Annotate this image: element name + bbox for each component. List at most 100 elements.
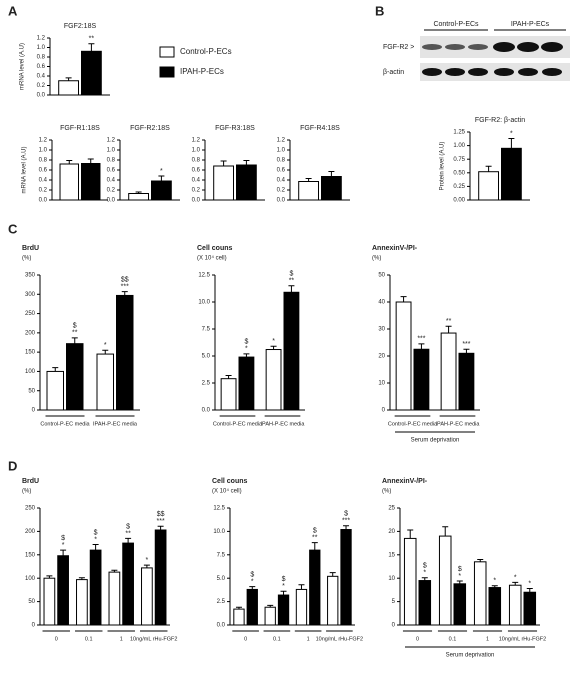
- legend-swatch: [159, 46, 175, 58]
- y-tick-label: 0.0: [39, 198, 48, 204]
- legend-label: IPAH-P-ECs: [180, 67, 224, 76]
- y-tick-label: 5.0: [217, 576, 226, 582]
- y-tick-label: 0.4: [37, 74, 46, 80]
- chart-unit: (X 10⁴ cell): [197, 255, 227, 262]
- y-tick-label: 0.25: [453, 184, 465, 190]
- y-tick-label: 0.6: [107, 168, 116, 174]
- y-axis-label: Protein level (A.U): [440, 142, 446, 191]
- significance-label: $: [458, 566, 462, 573]
- y-tick-label: 1.2: [192, 138, 201, 144]
- y-tick-label: 150: [25, 350, 36, 356]
- panel-letter: A: [8, 3, 18, 18]
- error-bar: [87, 158, 94, 164]
- y-tick-label: 7.5: [202, 327, 211, 333]
- x-tick-label: 10ng/mL rHu-FGF2: [316, 636, 363, 642]
- error-bar: [298, 584, 305, 590]
- significance-label: $: [73, 323, 77, 330]
- y-tick-label: 0.2: [277, 188, 286, 194]
- x-tick-label: IPAH-P-EC media: [436, 421, 481, 427]
- y-tick-label: 0.0: [277, 198, 286, 204]
- significance-label: $: [126, 523, 130, 530]
- y-tick-label: 0: [382, 408, 386, 414]
- chart-unit: (%): [382, 489, 391, 495]
- significance-label: *: [146, 557, 149, 564]
- y-tick-label: 0.8: [107, 158, 116, 164]
- error-bar: [111, 569, 118, 573]
- bar: [66, 343, 84, 411]
- bar: [327, 575, 339, 626]
- bar: [58, 80, 79, 96]
- band: [518, 68, 538, 76]
- y-tick-label: 50: [378, 273, 385, 279]
- significance-label: $: [282, 576, 286, 583]
- significance-label: $: [250, 571, 254, 578]
- chart-unit: (X 10⁴ cell): [212, 488, 242, 495]
- bar: [57, 555, 69, 626]
- y-tick-label: 0.0: [107, 198, 116, 204]
- error-bar: [121, 291, 128, 296]
- y-tick-label: 0: [392, 623, 396, 629]
- y-tick-label: 0.50: [453, 170, 465, 176]
- band: [422, 68, 442, 76]
- legend-swatch: [159, 66, 175, 78]
- significance-label: ***: [157, 518, 165, 525]
- bar: [43, 577, 56, 626]
- bar: [154, 529, 167, 626]
- y-tick-label: 50: [28, 599, 35, 605]
- x-tick-label: Control-P-EC media: [213, 421, 263, 427]
- error-bar: [125, 537, 132, 544]
- bar: [488, 587, 502, 626]
- y-tick-label: 0.0: [37, 93, 46, 99]
- y-tick-label: 0.6: [277, 168, 286, 174]
- y-tick-label: 30: [378, 327, 385, 333]
- x-tick-label: 1: [486, 636, 489, 642]
- chart-title: Cell couns: [197, 245, 233, 252]
- bar: [236, 164, 257, 201]
- error-bar: [512, 581, 519, 586]
- error-bar: [220, 160, 227, 166]
- y-tick-label: 1.2: [39, 138, 48, 144]
- significance-label: $: [289, 271, 293, 278]
- error-bar: [92, 544, 99, 551]
- x-tick-label: 0.1: [273, 636, 281, 642]
- bar: [265, 349, 282, 411]
- significance-label: *: [245, 346, 248, 353]
- y-tick-label: 5: [392, 599, 396, 605]
- y-tick-label: 0.2: [107, 188, 116, 194]
- bar: [458, 352, 475, 411]
- y-tick-label: 15: [388, 552, 395, 558]
- bar: [440, 332, 457, 411]
- error-bar: [158, 175, 165, 181]
- error-bar: [485, 165, 492, 172]
- significance-label: ***: [342, 518, 350, 525]
- significance-label: *: [282, 583, 285, 590]
- error-bar: [243, 353, 250, 358]
- y-tick-label: 0.6: [37, 64, 46, 70]
- bar: [213, 165, 234, 201]
- y-tick-label: 2.5: [202, 381, 211, 387]
- x-tick-label: Control-P-EC media: [388, 421, 438, 427]
- panel-letter: B: [375, 3, 384, 18]
- significance-label: ***: [462, 341, 470, 348]
- error-bar: [267, 604, 274, 608]
- error-bar: [280, 590, 287, 596]
- error-bar: [288, 285, 295, 293]
- chart-title: AnnexinV-/PI-: [372, 245, 418, 252]
- significance-label: **: [125, 530, 131, 537]
- y-tick-label: 50: [28, 388, 35, 394]
- chart-title: FGF-R1:18S: [60, 125, 100, 132]
- chart-title: Cell couns: [212, 478, 248, 485]
- error-bar: [491, 585, 498, 588]
- chart-title: BrdU: [22, 245, 39, 252]
- y-tick-label: 1.2: [277, 138, 286, 144]
- band: [517, 42, 539, 52]
- bar: [81, 163, 101, 201]
- bar: [453, 583, 467, 626]
- y-tick-label: 0: [32, 623, 36, 629]
- y-tick-label: 1.00: [453, 143, 465, 149]
- y-tick-label: 0: [32, 408, 36, 414]
- bar: [96, 353, 114, 411]
- blot: Control-P-ECs IPAH-P-ECs FGF-R2 > β-acti…: [383, 21, 570, 81]
- error-bar: [65, 77, 72, 81]
- chart-title: FGF-R2: β-actin: [475, 117, 525, 124]
